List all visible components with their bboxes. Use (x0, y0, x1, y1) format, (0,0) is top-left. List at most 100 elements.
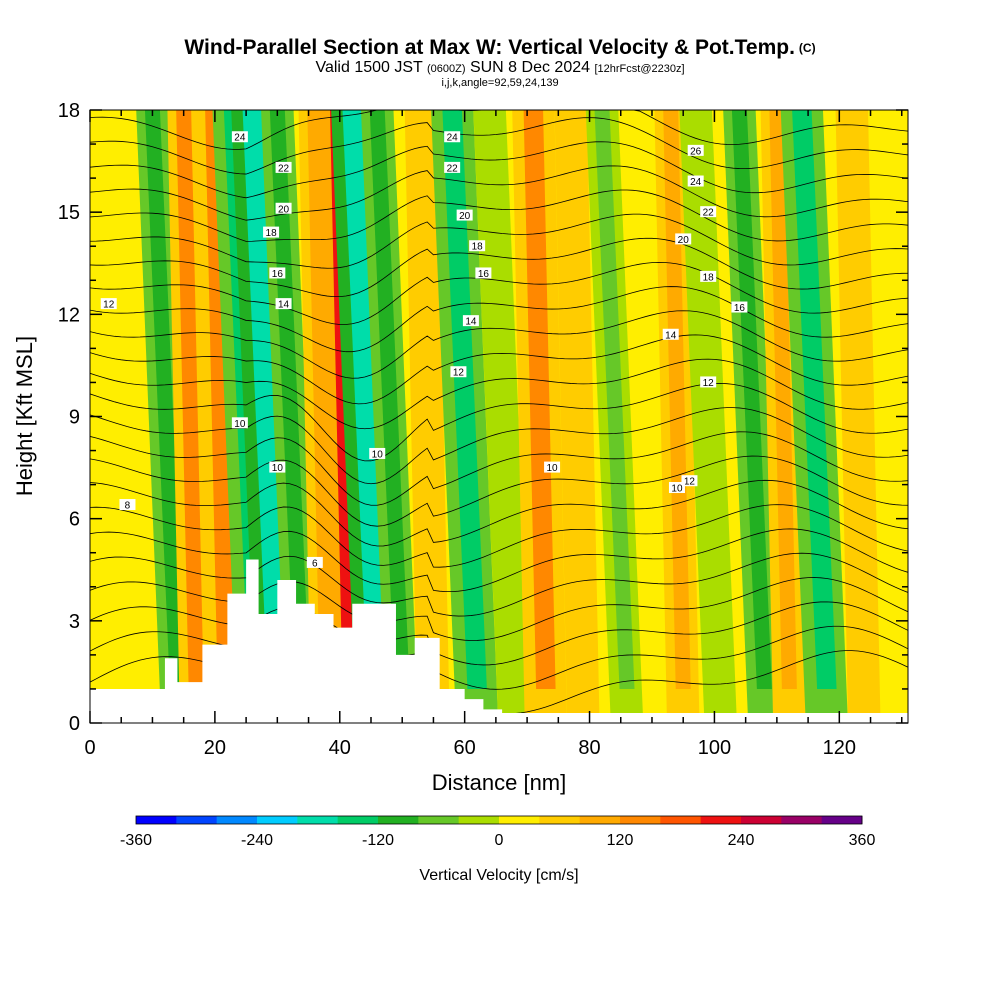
y-axis-label: Height [Kft MSL] (12, 336, 37, 496)
theta-contour-line (90, 286, 908, 353)
contour-label: 10 (671, 484, 683, 495)
theta-contour-line (90, 382, 908, 462)
colorbar-swatch (216, 816, 258, 824)
theta-contour-line (90, 213, 908, 269)
velocity-band-core (342, 110, 387, 689)
colorbar-swatch (741, 816, 782, 824)
velocity-band-core (523, 110, 556, 689)
chart-title: Wind-Parallel Section at Max W: Vertical… (0, 36, 1000, 60)
contour-label-bg (687, 144, 704, 156)
colorbar-swatch (620, 816, 661, 824)
contour-label: 12 (103, 300, 115, 311)
x-tick-label: 80 (578, 737, 600, 759)
contour-label-bg (369, 447, 386, 459)
contour-label-bg (275, 202, 292, 214)
x-tick-label: 40 (329, 737, 351, 759)
velocity-band-core (731, 110, 772, 689)
contour-label: 18 (703, 272, 715, 283)
contour-label-bg (444, 131, 461, 143)
contour-label: 12 (684, 477, 696, 488)
contour-label-bg (231, 131, 248, 143)
contour-label: 24 (234, 133, 246, 144)
colorbar-swatch (337, 816, 379, 824)
plot-area: 2422201816141210862422201816141226242220… (90, 110, 908, 723)
y-tick-label: 12 (58, 304, 80, 326)
contour-label: 10 (272, 463, 284, 474)
contour-label-bg (469, 240, 486, 252)
velocity-band-core (663, 110, 691, 689)
params-line: i,j,k,angle=92,59,24,139 (441, 77, 559, 89)
contour-label-bg (700, 376, 717, 388)
contour-label-bg (687, 175, 704, 187)
velocity-band-core (242, 110, 288, 689)
contour-label-bg (475, 267, 492, 279)
colorbar-tick-label: 120 (607, 832, 634, 849)
contour-label-bg (456, 209, 473, 221)
contour-label-bg (681, 475, 698, 487)
colorbar-swatch (539, 816, 581, 824)
contour-label: 24 (690, 177, 702, 188)
colorbar-tick-label: -360 (120, 832, 152, 849)
theta-contour-line (90, 552, 908, 617)
x-tick-label: 60 (454, 737, 476, 759)
valid-prefix: Valid 1500 JST (315, 59, 423, 76)
colorbar-swatch (136, 816, 177, 824)
theta-contour-labels: 2422201816141210862422201816141226242220… (100, 131, 748, 569)
y-tick-label: 6 (69, 509, 80, 531)
contour-label-bg (675, 233, 692, 245)
contour-label: 14 (278, 300, 290, 311)
contour-label-bg (731, 301, 748, 313)
y-axis: 0 3 6 9 12 15 18 (58, 100, 908, 735)
colorbar-tick-label: -240 (241, 832, 273, 849)
theta-contour-line (90, 479, 908, 547)
colorbar-swatch (418, 816, 460, 824)
colorbar-swatch (297, 816, 339, 824)
y-tick-label: 0 (69, 713, 80, 735)
velocity-band-core (688, 110, 729, 689)
contour-label: 20 (678, 235, 690, 246)
theta-contour-line (90, 528, 908, 593)
velocity-band-core (369, 110, 410, 689)
valid-date: SUN 8 Dec 2024 (469, 59, 591, 76)
contour-label: 14 (465, 317, 477, 328)
colorbar-swatch (499, 816, 540, 824)
velocity-band-core (413, 110, 441, 689)
contour-label: 6 (312, 558, 318, 569)
colorbar-tick-label: -120 (362, 832, 394, 849)
theta-contour-line (90, 117, 908, 175)
x-tick-label: 100 (698, 737, 731, 759)
contour-label: 22 (278, 163, 290, 174)
theta-contour-line (90, 358, 908, 430)
valid-z: (0600Z) (426, 63, 466, 75)
contour-label-bg (275, 161, 292, 173)
contour-label: 18 (472, 242, 484, 253)
contour-label-bg (119, 499, 136, 511)
colorbar-swatch (781, 816, 823, 824)
contour-label: 10 (234, 419, 246, 430)
colorbar-tick-label: 240 (728, 832, 755, 849)
theta-contour-line (90, 261, 908, 325)
contour-label: 18 (266, 228, 278, 239)
contour-label: 10 (372, 449, 384, 460)
valid-time-line: Valid 1500 JST (0600Z) SUN 8 Dec 2024 [1… (0, 60, 1000, 77)
title-block: Wind-Parallel Section at Max W: Vertical… (0, 36, 1000, 89)
colorbar: -360 -240 -120 0 120 240 360 (120, 815, 876, 849)
contour-label: 12 (703, 378, 715, 389)
colorbar-swatch (378, 816, 419, 824)
contour-label-bg (544, 461, 561, 473)
copyright-mark: (C) (798, 41, 816, 55)
contour-label-bg (444, 161, 461, 173)
contour-label: 20 (459, 211, 471, 222)
contour-label: 24 (447, 133, 459, 144)
colorbar-label: Vertical Velocity [cm/s] (419, 867, 578, 884)
theta-contour-line (90, 407, 908, 485)
theta-contour-line (90, 601, 908, 666)
x-axis-label: Distance [nm] (432, 770, 567, 795)
contour-label: 10 (547, 463, 559, 474)
contour-label-bg (668, 482, 685, 494)
velocity-bands (136, 110, 881, 723)
theta-contour-line (90, 237, 908, 297)
colorbar-tick-label: 360 (849, 832, 876, 849)
theta-contour-line (90, 334, 908, 405)
contour-label: 16 (478, 269, 490, 280)
